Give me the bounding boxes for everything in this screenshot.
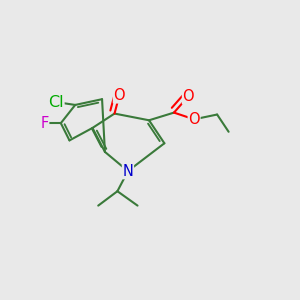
Text: N: N bbox=[122, 164, 134, 178]
Text: Cl: Cl bbox=[48, 94, 64, 110]
Text: F: F bbox=[40, 116, 49, 131]
Text: O: O bbox=[113, 88, 125, 103]
Text: O: O bbox=[188, 112, 200, 127]
Text: O: O bbox=[182, 89, 194, 104]
